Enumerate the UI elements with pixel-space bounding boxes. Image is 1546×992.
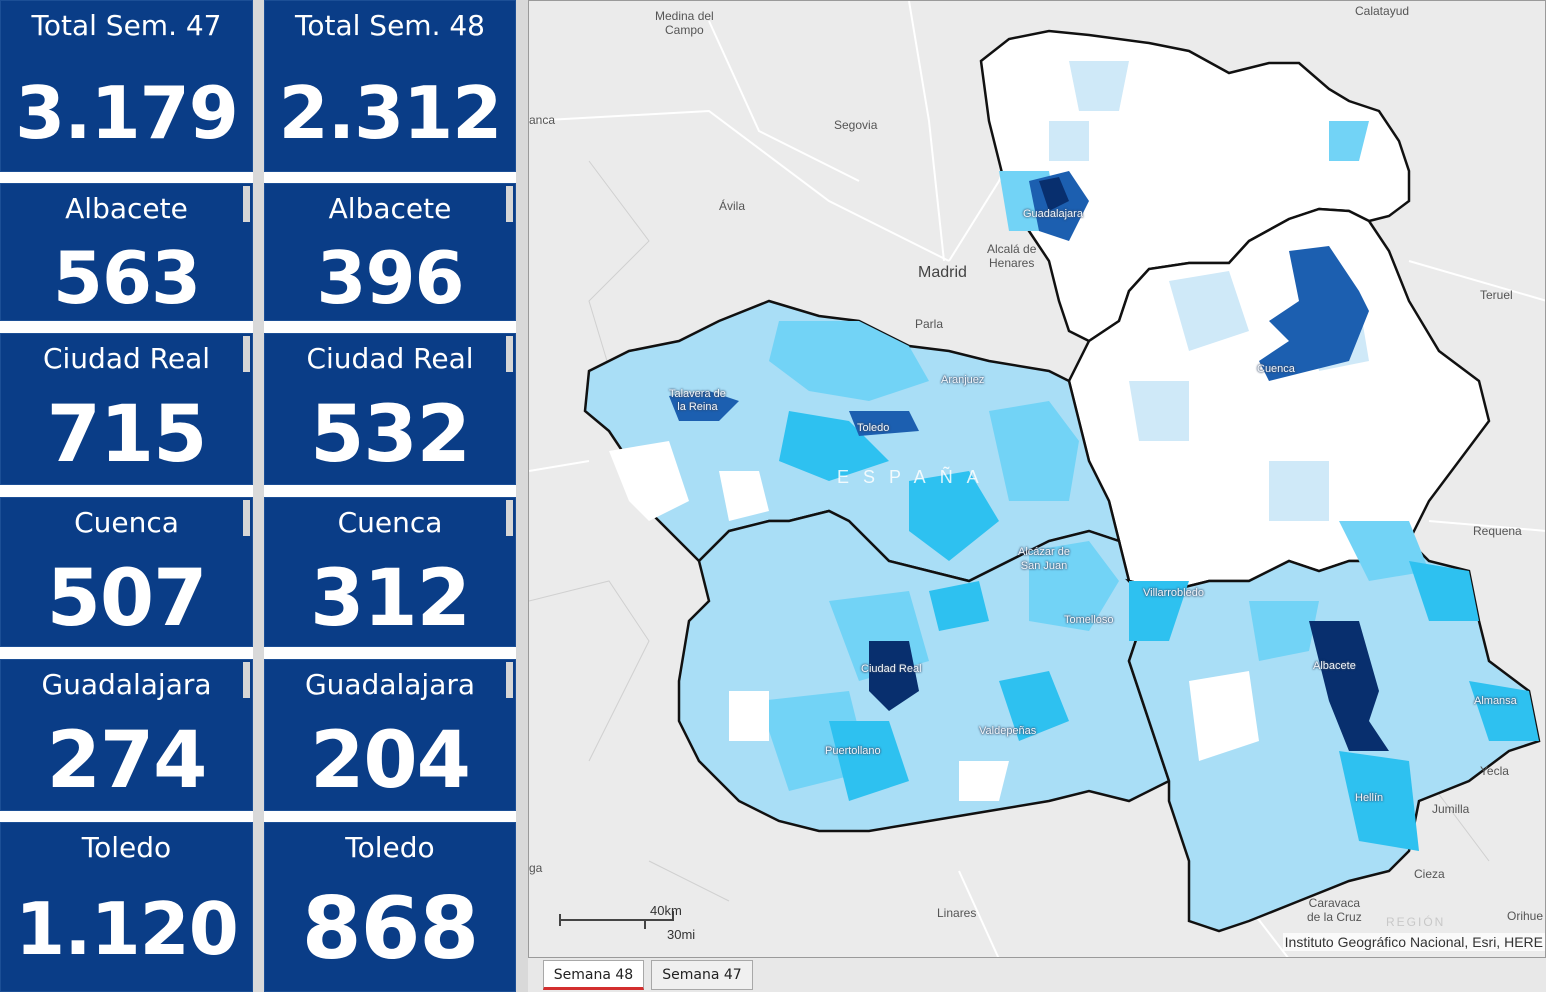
place-label-cieza: Cieza — [1414, 867, 1445, 881]
card-title: Cuenca — [74, 506, 179, 539]
province-albacete[interactable] — [1124, 539, 1541, 933]
card-scrollbar[interactable] — [243, 662, 250, 698]
card-title: Toledo — [345, 831, 435, 864]
scale-km-label: 40km — [650, 903, 682, 918]
place-label-villarrobledo: Villarrobledo — [1143, 587, 1204, 599]
place-label-requena: Requena — [1473, 524, 1522, 538]
place-label-toledo: Toledo — [857, 422, 890, 434]
place-label-aranjuez: Aranjuez — [941, 374, 985, 386]
place-label-madrid: Madrid — [918, 264, 967, 281]
place-label-salamanca: anca — [529, 113, 556, 127]
place-label-almansa: Almansa — [1474, 695, 1517, 707]
place-label-ciudadreal: Ciudad Real — [861, 663, 922, 675]
card-title: Total Sem. 47 — [31, 9, 222, 42]
card-ciudad-real-week48: Ciudad Real 532 — [264, 333, 516, 485]
card-value: 507 — [46, 554, 208, 644]
place-label-guadalajara: Guadalajara — [1023, 208, 1083, 220]
card-value: 532 — [310, 390, 471, 480]
tab-semana-47[interactable]: Semana 47 — [651, 960, 753, 990]
place-label-alcazar: Alcázar de San Juan — [1018, 546, 1070, 572]
card-title: Ciudad Real — [306, 342, 474, 375]
card-cuenca-week48: Cuenca 312 — [264, 497, 516, 647]
card-albacete-week48: Albacete 396 — [264, 183, 516, 321]
card-title: Albacete — [328, 192, 452, 225]
card-ciudad-real-week47: Ciudad Real 715 — [0, 333, 253, 485]
card-toledo-week48: Toledo 868 — [264, 822, 516, 992]
card-cuenca-week47: Cuenca 507 — [0, 497, 253, 647]
place-label-linares: Linares — [937, 906, 977, 920]
place-label-caravaca: Caravaca de la Cruz — [1307, 896, 1362, 924]
card-scrollbar[interactable] — [243, 500, 250, 536]
place-label-segovia: Segovia — [834, 118, 878, 132]
card-title: Guadalajara — [304, 668, 476, 701]
card-title: Toledo — [81, 831, 172, 864]
card-value: 1.120 — [15, 887, 239, 971]
card-title: Guadalajara — [41, 668, 212, 701]
card-title: Ciudad Real — [42, 342, 211, 375]
place-label-orihuela: Orihue — [1507, 909, 1544, 923]
card-scrollbar[interactable] — [506, 186, 513, 222]
tab-semana-48[interactable]: Semana 48 — [543, 960, 644, 990]
place-label-jumilla: Jumilla — [1432, 802, 1470, 816]
card-scrollbar[interactable] — [506, 336, 513, 372]
place-label-yecla: Yecla — [1480, 764, 1509, 778]
tab-bar: Semana 48 Semana 47 — [528, 958, 1546, 992]
card-value: 2.312 — [278, 71, 503, 155]
card-value: 563 — [52, 236, 201, 320]
map-attribution: Instituto Geográfico Nacional, Esri, HER… — [1282, 933, 1545, 951]
hotspot-fills — [669, 171, 1389, 751]
place-label-avila: Ávila — [719, 199, 746, 213]
card-title: Total Sem. 48 — [295, 9, 485, 42]
place-label-puertollano: Puertollano — [825, 745, 881, 757]
place-label-region: REGIÓN — [1386, 915, 1446, 929]
place-label-alcala: Alcalá de Henares — [987, 242, 1037, 270]
column-gutter — [253, 0, 264, 992]
place-label-talavera: Talavera de la Reina — [669, 388, 726, 413]
panel-gutter — [516, 0, 528, 992]
choropleth-map[interactable] — [529, 1, 1546, 958]
road-network — [529, 1, 1545, 957]
card-scrollbar[interactable] — [243, 336, 250, 372]
place-label-albacete: Albacete — [1313, 660, 1356, 672]
card-value: 396 — [316, 236, 464, 320]
card-value: 868 — [301, 879, 480, 979]
card-toledo-week47: Toledo 1.120 — [0, 822, 253, 992]
card-guadalajara-week47: Guadalajara 274 — [0, 659, 253, 811]
card-scrollbar[interactable] — [243, 186, 250, 222]
place-label-tomelloso: Tomelloso — [1064, 614, 1114, 626]
card-scrollbar[interactable] — [506, 500, 513, 536]
card-guadalajara-week48: Guadalajara 204 — [264, 659, 516, 811]
card-title: Cuenca — [337, 506, 443, 539]
card-value: 312 — [310, 554, 471, 644]
card-title: Albacete — [65, 192, 188, 225]
place-label-cuenca: Cuenca — [1257, 363, 1295, 375]
place-label-country: ESPAÑA — [837, 467, 993, 487]
place-label-medina: Medina del Campo — [655, 9, 714, 37]
place-label-hellin: Hellín — [1355, 792, 1384, 804]
card-albacete-week47: Albacete 563 — [0, 183, 253, 321]
place-label-teruel: Teruel — [1480, 288, 1513, 302]
map-view[interactable]: Medina del Campo Calatayud anca Segovia … — [528, 0, 1546, 958]
card-value: 715 — [46, 390, 208, 480]
card-total-week47: Total Sem. 47 3.179 — [0, 0, 253, 172]
card-total-week48: Total Sem. 48 2.312 — [264, 0, 516, 172]
card-value: 3.179 — [15, 71, 239, 155]
place-label-valdepenas: Valdepeñas — [979, 725, 1037, 737]
scale-bar: 40km 30mi — [559, 903, 709, 942]
place-label-ga: ga — [529, 861, 543, 875]
place-label-parla: Parla — [915, 317, 944, 331]
card-scrollbar[interactable] — [506, 662, 513, 698]
scale-mi-label: 30mi — [667, 927, 696, 942]
card-value: 274 — [46, 716, 208, 806]
place-label-calatayud: Calatayud — [1355, 4, 1410, 18]
card-value: 204 — [310, 716, 471, 806]
